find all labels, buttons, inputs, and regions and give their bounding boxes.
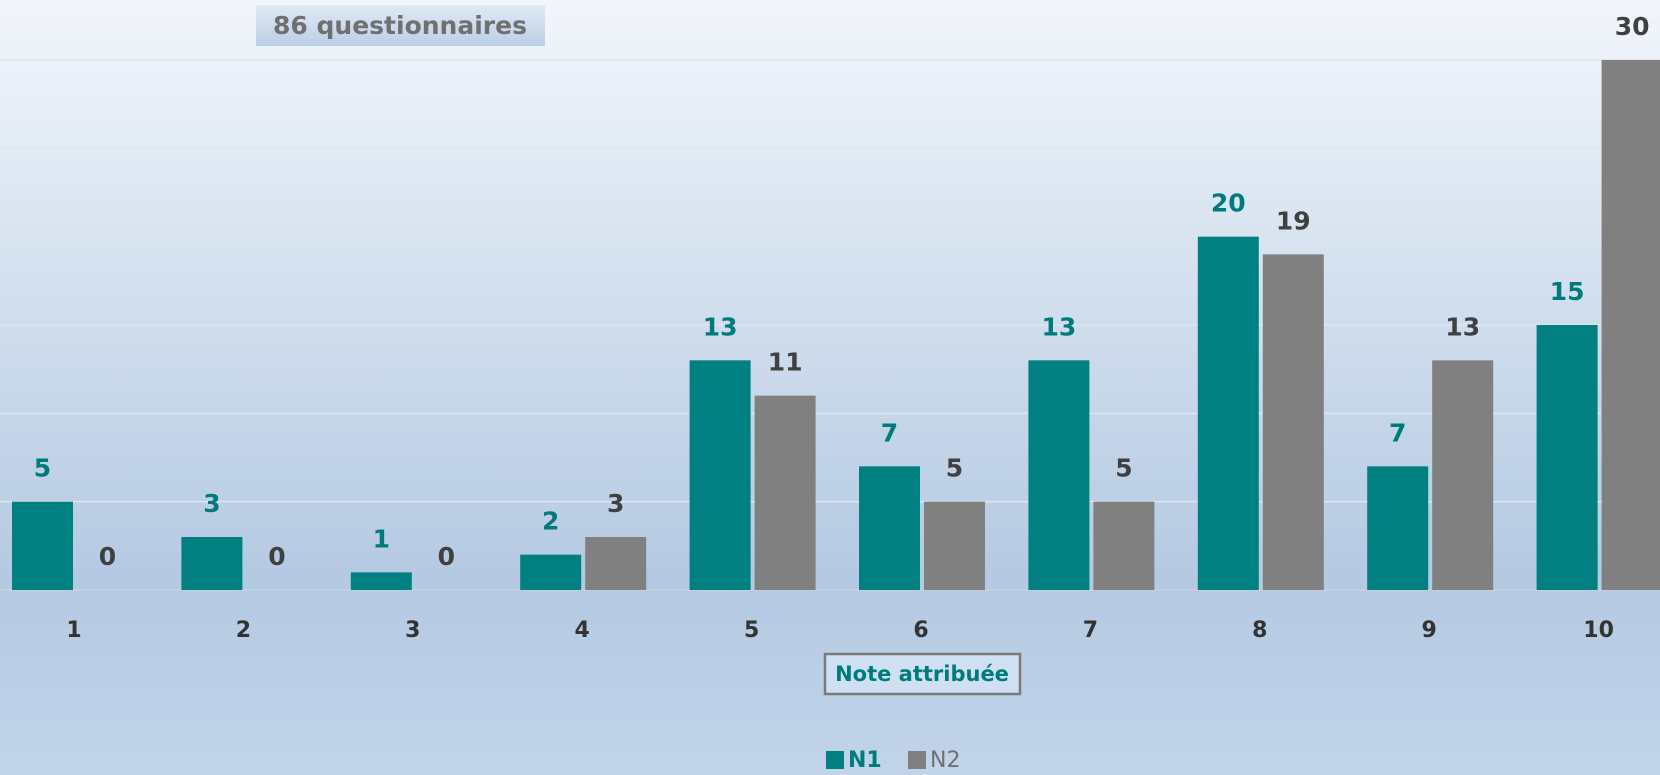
- data-label: 0: [99, 542, 116, 571]
- data-label: 7: [881, 418, 898, 447]
- x-tick-label: 1: [66, 618, 81, 643]
- bar: [924, 501, 985, 590]
- data-label: 19: [1276, 206, 1311, 235]
- x-tick-label: 2: [236, 618, 251, 643]
- bar: [350, 572, 412, 590]
- x-axis-label-box: [823, 652, 1022, 696]
- data-label: 11: [768, 348, 803, 377]
- x-tick-label: 5: [744, 618, 759, 643]
- x-tick-label: 8: [1252, 618, 1267, 643]
- data-label: 13: [1445, 312, 1480, 341]
- x-tick-label: 10: [1583, 618, 1614, 643]
- data-label: 15: [1550, 277, 1585, 306]
- data-label: 13: [703, 312, 738, 341]
- bar: [1367, 466, 1429, 590]
- bar: [1028, 360, 1090, 590]
- title-box: [256, 5, 545, 46]
- data-label: 3: [607, 489, 624, 518]
- bar: [1536, 325, 1598, 590]
- legend-label: N1: [848, 748, 882, 773]
- bar: [1432, 360, 1494, 590]
- bar: [585, 537, 647, 590]
- data-label: 13: [1042, 312, 1077, 341]
- data-label: 0: [268, 542, 285, 571]
- data-label: 2: [542, 507, 559, 536]
- legend-swatch: [826, 751, 844, 769]
- bar: [1197, 236, 1259, 590]
- bar: [1262, 254, 1324, 591]
- x-tick-label: 4: [575, 618, 590, 643]
- plot-area: 150230310423513116757135820199713101530N…: [0, 12, 1660, 773]
- data-label: 1: [373, 524, 390, 553]
- data-label: 5: [946, 454, 963, 483]
- bar: [1093, 501, 1155, 590]
- bar: [181, 537, 243, 590]
- x-axis-label: Note attribuée: [835, 662, 1009, 686]
- x-tick-label: 9: [1422, 618, 1437, 643]
- bar: [689, 360, 751, 590]
- data-label: 7: [1389, 418, 1406, 447]
- legend-swatch: [908, 751, 926, 769]
- data-label: 5: [34, 454, 51, 483]
- x-tick-label: 7: [1083, 618, 1098, 643]
- x-tick-label: 3: [405, 618, 420, 643]
- bar: [859, 466, 920, 590]
- legend-label: N2: [930, 748, 960, 773]
- data-label: 0: [438, 542, 455, 571]
- data-label: 5: [1115, 454, 1132, 483]
- data-label: 3: [203, 489, 220, 518]
- bar: [754, 395, 816, 590]
- x-tick-label: 6: [913, 618, 928, 643]
- data-label: 20: [1211, 189, 1246, 218]
- bar: [1601, 60, 1660, 590]
- data-label: 30: [1615, 12, 1650, 41]
- bar: [520, 554, 582, 590]
- chart-title: 86 questionnaires: [273, 11, 527, 40]
- bar: [12, 501, 73, 590]
